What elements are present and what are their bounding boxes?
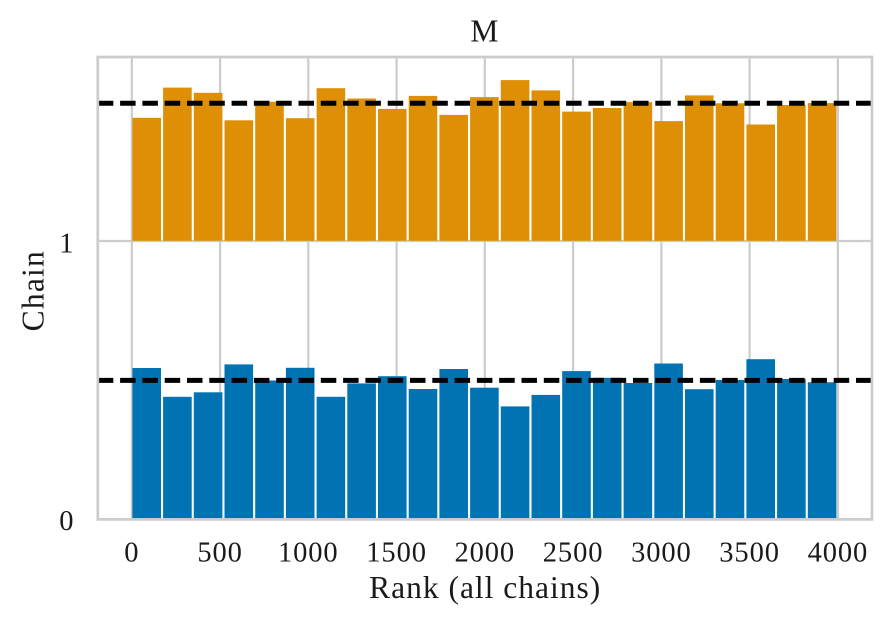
svg-text:1500: 1500 xyxy=(366,538,427,569)
svg-text:1: 1 xyxy=(59,228,73,259)
svg-text:2500: 2500 xyxy=(543,538,604,569)
svg-text:500: 500 xyxy=(197,538,242,569)
svg-text:4000: 4000 xyxy=(808,538,869,569)
svg-text:3000: 3000 xyxy=(631,538,692,569)
svg-text:0: 0 xyxy=(59,506,73,537)
svg-text:2000: 2000 xyxy=(454,538,515,569)
svg-text:Rank (all chains): Rank (all chains) xyxy=(369,570,601,605)
svg-text:Chain: Chain xyxy=(15,250,50,331)
svg-text:0: 0 xyxy=(124,538,139,569)
svg-text:M: M xyxy=(470,14,498,49)
svg-text:3500: 3500 xyxy=(719,538,780,569)
svg-text:1000: 1000 xyxy=(278,538,339,569)
